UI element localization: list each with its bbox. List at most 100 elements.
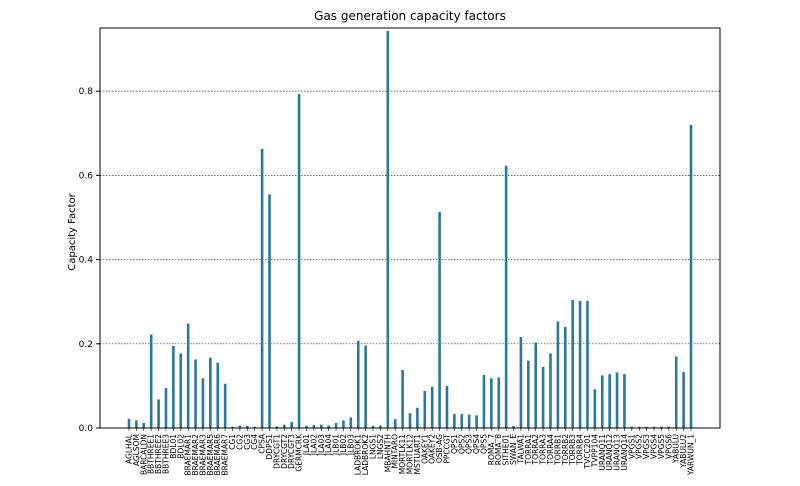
x-tick-label: QPS4	[472, 434, 481, 454]
x-tick-label: JLB03	[346, 434, 355, 456]
y-tick-label: 0.2	[79, 340, 93, 350]
bar-torrb1	[556, 321, 560, 428]
bar-vpgs1	[630, 426, 634, 428]
bar-qps3	[467, 414, 471, 428]
bar-jlb02	[342, 420, 345, 428]
bar-cpsa	[260, 148, 264, 428]
x-tick-label: TORRA3	[539, 434, 548, 466]
x-tick-label: JLB01	[332, 434, 341, 456]
x-tick-label: TORRB3	[568, 434, 577, 466]
bar-talwa1	[519, 337, 523, 428]
x-tick-label: YABULU	[672, 434, 681, 464]
bar-jlb01	[334, 422, 338, 428]
x-tick-label: YABULU2	[679, 434, 688, 469]
bar-bbthree1	[149, 334, 153, 428]
bar-jla01	[305, 425, 308, 428]
x-tick-label: CPSA	[258, 433, 267, 454]
x-tick-label: JLA02	[309, 434, 318, 456]
x-tick-label: OAKEY1	[420, 434, 429, 464]
y-tick-label: 0.8	[79, 87, 94, 97]
x-tick-label: MSTUART1	[413, 434, 422, 475]
bar-roma-7	[490, 378, 493, 428]
bar-barcaldn	[142, 422, 146, 428]
x-tick-label: LADBROK2	[361, 434, 370, 475]
bar-yabulu	[674, 356, 678, 428]
bar-torrb4	[578, 300, 582, 428]
bar-bdl01	[172, 345, 175, 428]
bar-roma-8	[497, 377, 501, 428]
bar-sithe01	[504, 165, 508, 428]
x-tick-label: TALWA1	[516, 434, 525, 465]
bar-braemar1	[186, 323, 190, 428]
bar-braemar6	[216, 362, 220, 428]
x-tick-label: BRAEMAR1	[184, 434, 193, 476]
x-tick-label: GERMCRK	[295, 433, 304, 472]
x-tick-label: DRYCGT3	[287, 434, 296, 469]
bar-torrb3	[571, 300, 574, 428]
x-tick-label: BBTHREE2	[154, 434, 163, 474]
y-tick-label: 0.6	[79, 171, 94, 181]
bar-qps5	[482, 374, 486, 428]
x-tick-label: TORRB2	[561, 434, 570, 466]
bar-vpgs6	[667, 426, 671, 428]
y-tick-label: 0.4	[79, 256, 94, 266]
x-tick-label: VPGS5	[657, 434, 666, 459]
bar-bbthree3	[164, 388, 168, 428]
bar-jla04	[327, 425, 330, 428]
x-tick-label: SWAN_E	[509, 434, 518, 465]
x-tick-label: DDPS1	[265, 434, 274, 460]
x-tick-label: QPS2	[457, 434, 466, 454]
x-ticks: AGLHALAGLSOMBARCALDNBBTHREE1BBTHREE2BBTH…	[125, 428, 696, 476]
x-tick-label: URANQ12	[605, 434, 614, 471]
bar-ppccgt	[445, 385, 449, 428]
x-tick-label: MORTLK12	[406, 434, 415, 474]
x-tick-label: LNGS1	[369, 434, 378, 459]
bar-swan-e	[512, 425, 515, 428]
x-tick-label: OSB-AG	[435, 434, 444, 463]
bar-braemar3	[201, 378, 205, 428]
bars	[127, 30, 693, 429]
bar-ladbrok1	[356, 340, 360, 428]
bar-jla03	[319, 424, 323, 428]
x-tick-label: BRAEMAR7	[221, 434, 230, 476]
bar-vpgs2	[637, 426, 641, 428]
bar-torra3	[541, 366, 545, 428]
x-tick-label: TORRB4	[576, 434, 585, 466]
bar-germcrk	[297, 94, 301, 429]
bar-uranq11	[600, 375, 604, 428]
bar-cg2	[238, 425, 242, 428]
bar-jlb03	[349, 417, 353, 428]
bar-uranq13	[615, 372, 619, 428]
bar-vpgs5	[660, 426, 663, 428]
x-tick-label: BDL01	[169, 434, 178, 459]
bar-braemar7	[223, 383, 227, 428]
x-tick-label: BBTHREE1	[147, 434, 156, 474]
x-tick-label: ROMA_7	[487, 434, 496, 465]
bar-osb-ag	[438, 212, 441, 428]
bar-mstuart1	[416, 407, 419, 428]
bar-ddps1	[268, 194, 271, 428]
bar-torrb2	[563, 326, 567, 428]
bar-mortlk12	[408, 413, 412, 428]
x-tick-label: CG3	[243, 434, 252, 450]
bar-cg1	[231, 426, 234, 428]
x-tick-label: JLA04	[324, 434, 333, 456]
x-tick-label: OAKEY2	[428, 434, 437, 464]
x-tick-label: BBTHREE3	[161, 434, 170, 474]
x-tick-label: BRAEMAR5	[206, 434, 215, 476]
x-tick-label: TVCC201	[583, 434, 592, 470]
plot-frame	[99, 27, 721, 429]
bar-drycgt1	[275, 426, 279, 428]
bar-tvpp104	[593, 389, 597, 428]
x-tick-label: CG1	[228, 434, 237, 450]
bar-yarwun-1	[689, 124, 693, 428]
x-tick-label: MINTARO	[391, 434, 400, 469]
bar-braemar2	[194, 359, 197, 428]
x-tick-label: JLA01	[302, 434, 311, 456]
x-tick-label: BRAEMAR2	[191, 434, 200, 476]
bar-bdl02	[179, 353, 183, 428]
bar-torra4	[549, 353, 552, 428]
x-tick-label: CG4	[250, 434, 259, 450]
x-tick-label: VPGS2	[635, 434, 644, 459]
